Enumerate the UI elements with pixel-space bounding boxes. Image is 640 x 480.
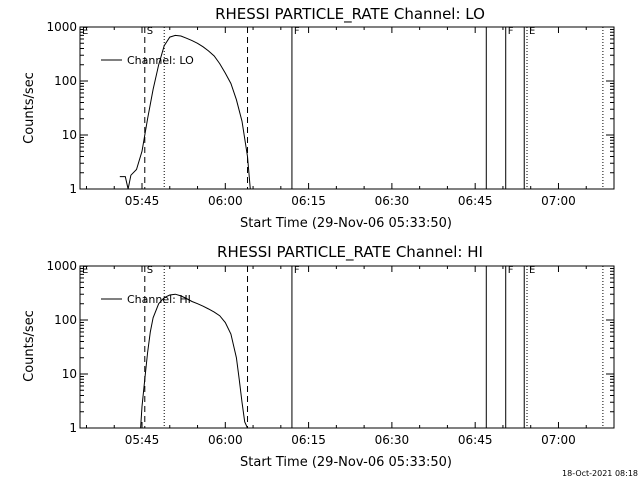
annotations: S F F EE	[82, 26, 604, 189]
y-axis-label: Counts/sec	[22, 310, 37, 382]
y-tick-label: 10	[62, 128, 77, 142]
series-line	[119, 34, 251, 190]
y-tick-label: 100	[54, 74, 77, 88]
y-ticks: 1 10 100 1000	[46, 20, 614, 196]
x-tick-label: 07:00	[541, 194, 576, 208]
event-marker-label: F	[508, 265, 514, 276]
x-tick-label: 05:45	[125, 194, 160, 208]
legend: Channel: LO	[101, 54, 194, 67]
event-marker-label: S	[147, 26, 153, 37]
legend-entry: Channel: LO	[127, 54, 194, 67]
x-tick-label: 06:30	[375, 433, 410, 447]
event-marker-label: F	[508, 26, 514, 37]
event-marker-label: E	[82, 26, 88, 37]
event-marker-label: E	[82, 265, 88, 276]
panel-lo: RHESSI PARTICLE_RATE Channel: LO Counts/…	[22, 5, 615, 231]
x-tick-label: 06:15	[291, 433, 326, 447]
y-tick-label: 100	[54, 313, 77, 327]
event-marker-label: E	[529, 26, 535, 37]
legend-entry: Channel: HI	[127, 293, 191, 306]
event-marker-label: F	[294, 26, 300, 37]
x-ticks: 05:45 06:00 06:15 06:30 06:45 07:00	[85, 266, 615, 447]
y-tick-label: 1000	[46, 20, 77, 34]
plot-frame	[79, 265, 615, 429]
x-tick-label: 06:45	[458, 433, 493, 447]
y-tick-label: 1000	[46, 259, 77, 273]
chart-title: RHESSI PARTICLE_RATE Channel: LO	[215, 5, 485, 24]
event-marker-label: F	[294, 265, 300, 276]
x-axis-label: Start Time (29-Nov-06 05:33:50)	[240, 455, 452, 470]
x-tick-label: 06:30	[375, 194, 410, 208]
series-group	[119, 34, 251, 190]
y-tick-label: 1	[69, 182, 77, 196]
x-tick-label: 07:00	[541, 433, 576, 447]
y-tick-label: 10	[62, 367, 77, 381]
series-line	[140, 293, 248, 429]
plot-frame	[79, 26, 615, 190]
annotations: S F F EE	[82, 265, 604, 428]
x-tick-label: 06:15	[291, 194, 326, 208]
x-tick-label: 06:45	[458, 194, 493, 208]
event-marker-label: S	[147, 265, 153, 276]
y-axis-label: Counts/sec	[22, 72, 37, 144]
legend: Channel: HI	[101, 293, 191, 306]
x-axis-label: Start Time (29-Nov-06 05:33:50)	[240, 216, 452, 231]
x-tick-label: 06:00	[208, 194, 243, 208]
panel-hi: RHESSI PARTICLE_RATE Channel: HI Counts/…	[22, 243, 615, 470]
x-ticks: 05:45 06:00 06:15 06:30 06:45 07:00	[85, 27, 615, 208]
y-tick-label: 1	[69, 421, 77, 435]
series-group	[140, 293, 248, 429]
x-tick-label: 06:00	[208, 433, 243, 447]
x-tick-label: 05:45	[125, 433, 160, 447]
y-ticks: 1 10 100 1000	[46, 259, 614, 435]
footer-timestamp: 18-Oct-2021 08:18	[562, 469, 638, 478]
event-marker-label: E	[529, 265, 535, 276]
chart-title: RHESSI PARTICLE_RATE Channel: HI	[217, 243, 483, 262]
